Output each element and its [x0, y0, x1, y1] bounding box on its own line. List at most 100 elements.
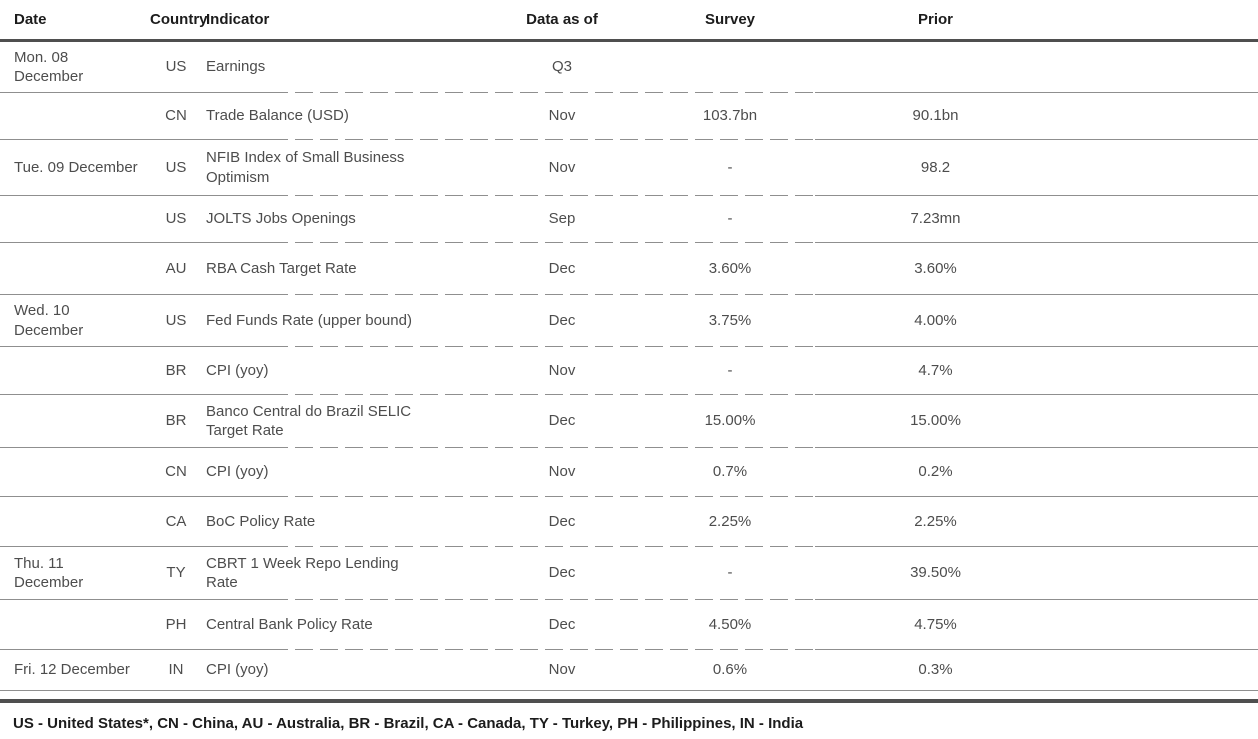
data-as-of-cell: Dec	[548, 311, 576, 329]
prior-cell: 3.60%	[914, 259, 957, 277]
row-separator	[0, 346, 1258, 347]
indicator-cell: JOLTS Jobs Openings	[206, 210, 356, 228]
table-row: CN CPI (yoy) Nov 0.7% 0.2%	[0, 448, 1258, 496]
row-separator	[0, 447, 1258, 448]
country-cell: AU	[165, 259, 187, 277]
col-header-data-as-of: Data as of	[526, 10, 598, 28]
data-as-of-cell: Dec	[548, 412, 576, 430]
prior-cell: 4.75%	[914, 615, 957, 633]
date-cell: Thu. 11 December	[14, 554, 84, 592]
prior-cell: 98.2	[920, 158, 951, 176]
prior-cell: 7.23mn	[910, 210, 961, 228]
col-header-date: Date	[14, 10, 47, 28]
prior-cell: 39.50%	[910, 564, 961, 582]
survey-cell: 3.75%	[708, 311, 752, 329]
table-row: BR Banco Central do Brazil SELIC Target …	[0, 395, 1258, 447]
row-separator	[0, 195, 1258, 196]
data-as-of-cell: Nov	[548, 361, 576, 379]
row-separator	[0, 139, 1258, 140]
table-header-row: Date Country Indicator Data as of Survey…	[0, 0, 1258, 39]
country-cell: CA	[165, 512, 187, 530]
survey-cell: -	[727, 361, 733, 379]
col-header-survey: Survey	[704, 10, 756, 28]
table-row: BR CPI (yoy) Nov - 4.7%	[0, 347, 1258, 394]
table-row: Fri. 12 December IN CPI (yoy) Nov 0.6% 0…	[0, 650, 1258, 690]
col-header-prior: Prior	[917, 10, 953, 28]
survey-cell: -	[727, 210, 733, 228]
indicator-cell: CPI (yoy)	[206, 661, 269, 679]
table-row: Thu. 11 December TY CBRT 1 Week Repo Len…	[0, 547, 1258, 599]
prior-cell: 2.25%	[914, 512, 957, 530]
prior-cell: 4.7%	[918, 361, 953, 379]
country-cell: PH	[165, 615, 187, 633]
indicator-cell: Fed Funds Rate (upper bound)	[206, 311, 412, 329]
indicator-cell: BoC Policy Rate	[206, 512, 316, 530]
survey-cell: 0.6%	[712, 661, 748, 679]
row-separator	[0, 649, 1258, 650]
table-row: AU RBA Cash Target Rate Dec 3.60% 3.60%	[0, 243, 1258, 294]
row-separator	[0, 546, 1258, 547]
survey-cell: 3.60%	[708, 259, 752, 277]
table-body: Mon. 08 December US Earnings Q3 CN Trade…	[0, 42, 1258, 690]
prior-cell: 4.00%	[914, 311, 957, 329]
indicator-cell: CBRT 1 Week Repo Lending Rate	[206, 554, 399, 592]
indicator-cell: Banco Central do Brazil SELIC Target Rat…	[206, 402, 412, 440]
country-cell: BR	[165, 361, 187, 379]
row-separator	[0, 599, 1258, 600]
row-separator	[0, 496, 1258, 497]
indicator-cell: Earnings	[206, 58, 266, 76]
country-cell: US	[165, 210, 187, 228]
prior-cell: 0.3%	[918, 661, 953, 679]
survey-cell: -	[727, 564, 733, 582]
data-as-of-cell: Nov	[548, 661, 576, 679]
prior-cell: 90.1bn	[912, 107, 959, 125]
survey-cell: -	[727, 158, 733, 176]
table-row: Tue. 09 December US NFIB Index of Small …	[0, 140, 1258, 195]
col-header-indicator: Indicator	[206, 10, 270, 28]
date-cell: Tue. 09 December	[14, 158, 138, 176]
country-cell: US	[165, 158, 187, 176]
row-separator	[0, 294, 1258, 295]
indicator-cell: CPI (yoy)	[206, 463, 269, 481]
survey-cell: 0.7%	[712, 463, 748, 481]
data-as-of-cell: Q3	[551, 58, 572, 76]
country-cell: CN	[165, 463, 187, 481]
data-as-of-cell: Nov	[548, 158, 576, 176]
header-rule	[0, 39, 1258, 42]
table-row: PH Central Bank Policy Rate Dec 4.50% 4.…	[0, 600, 1258, 649]
prior-cell: 0.2%	[918, 463, 953, 481]
row-separator	[0, 242, 1258, 243]
country-cell: US	[165, 58, 187, 76]
country-cell: BR	[165, 412, 187, 430]
date-cell: Mon. 08 December	[14, 48, 84, 86]
date-cell: Fri. 12 December	[14, 661, 130, 679]
row-separator	[0, 394, 1258, 395]
survey-cell: 4.50%	[708, 615, 752, 633]
country-cell: CN	[165, 107, 187, 125]
data-as-of-cell: Dec	[548, 615, 576, 633]
table-bottom-rule-thin	[0, 690, 1258, 691]
data-as-of-cell: Nov	[548, 463, 576, 481]
country-cell: US	[165, 311, 187, 329]
data-as-of-cell: Dec	[548, 512, 576, 530]
table-row: Wed. 10 December US Fed Funds Rate (uppe…	[0, 295, 1258, 346]
footnote-country-legend: US - United States*, CN - China, AU - Au…	[13, 715, 804, 732]
data-as-of-cell: Dec	[548, 564, 576, 582]
country-cell: IN	[168, 661, 184, 679]
survey-cell: 2.25%	[708, 512, 752, 530]
data-as-of-cell: Sep	[548, 210, 576, 228]
table-row: US JOLTS Jobs Openings Sep - 7.23mn	[0, 196, 1258, 242]
data-as-of-cell: Nov	[548, 107, 576, 125]
survey-cell: 15.00%	[704, 412, 756, 430]
footer-rule	[0, 699, 1258, 703]
data-as-of-cell: Dec	[548, 259, 576, 277]
indicator-cell: CPI (yoy)	[206, 361, 269, 379]
date-cell: Wed. 10 December	[14, 302, 84, 339]
country-cell: TY	[166, 564, 186, 582]
col-header-country: Country	[150, 10, 208, 28]
table-row: CN Trade Balance (USD) Nov 103.7bn 90.1b…	[0, 93, 1258, 139]
survey-cell: 103.7bn	[702, 107, 758, 125]
prior-cell: 15.00%	[910, 412, 961, 430]
indicator-cell: Central Bank Policy Rate	[206, 615, 373, 633]
